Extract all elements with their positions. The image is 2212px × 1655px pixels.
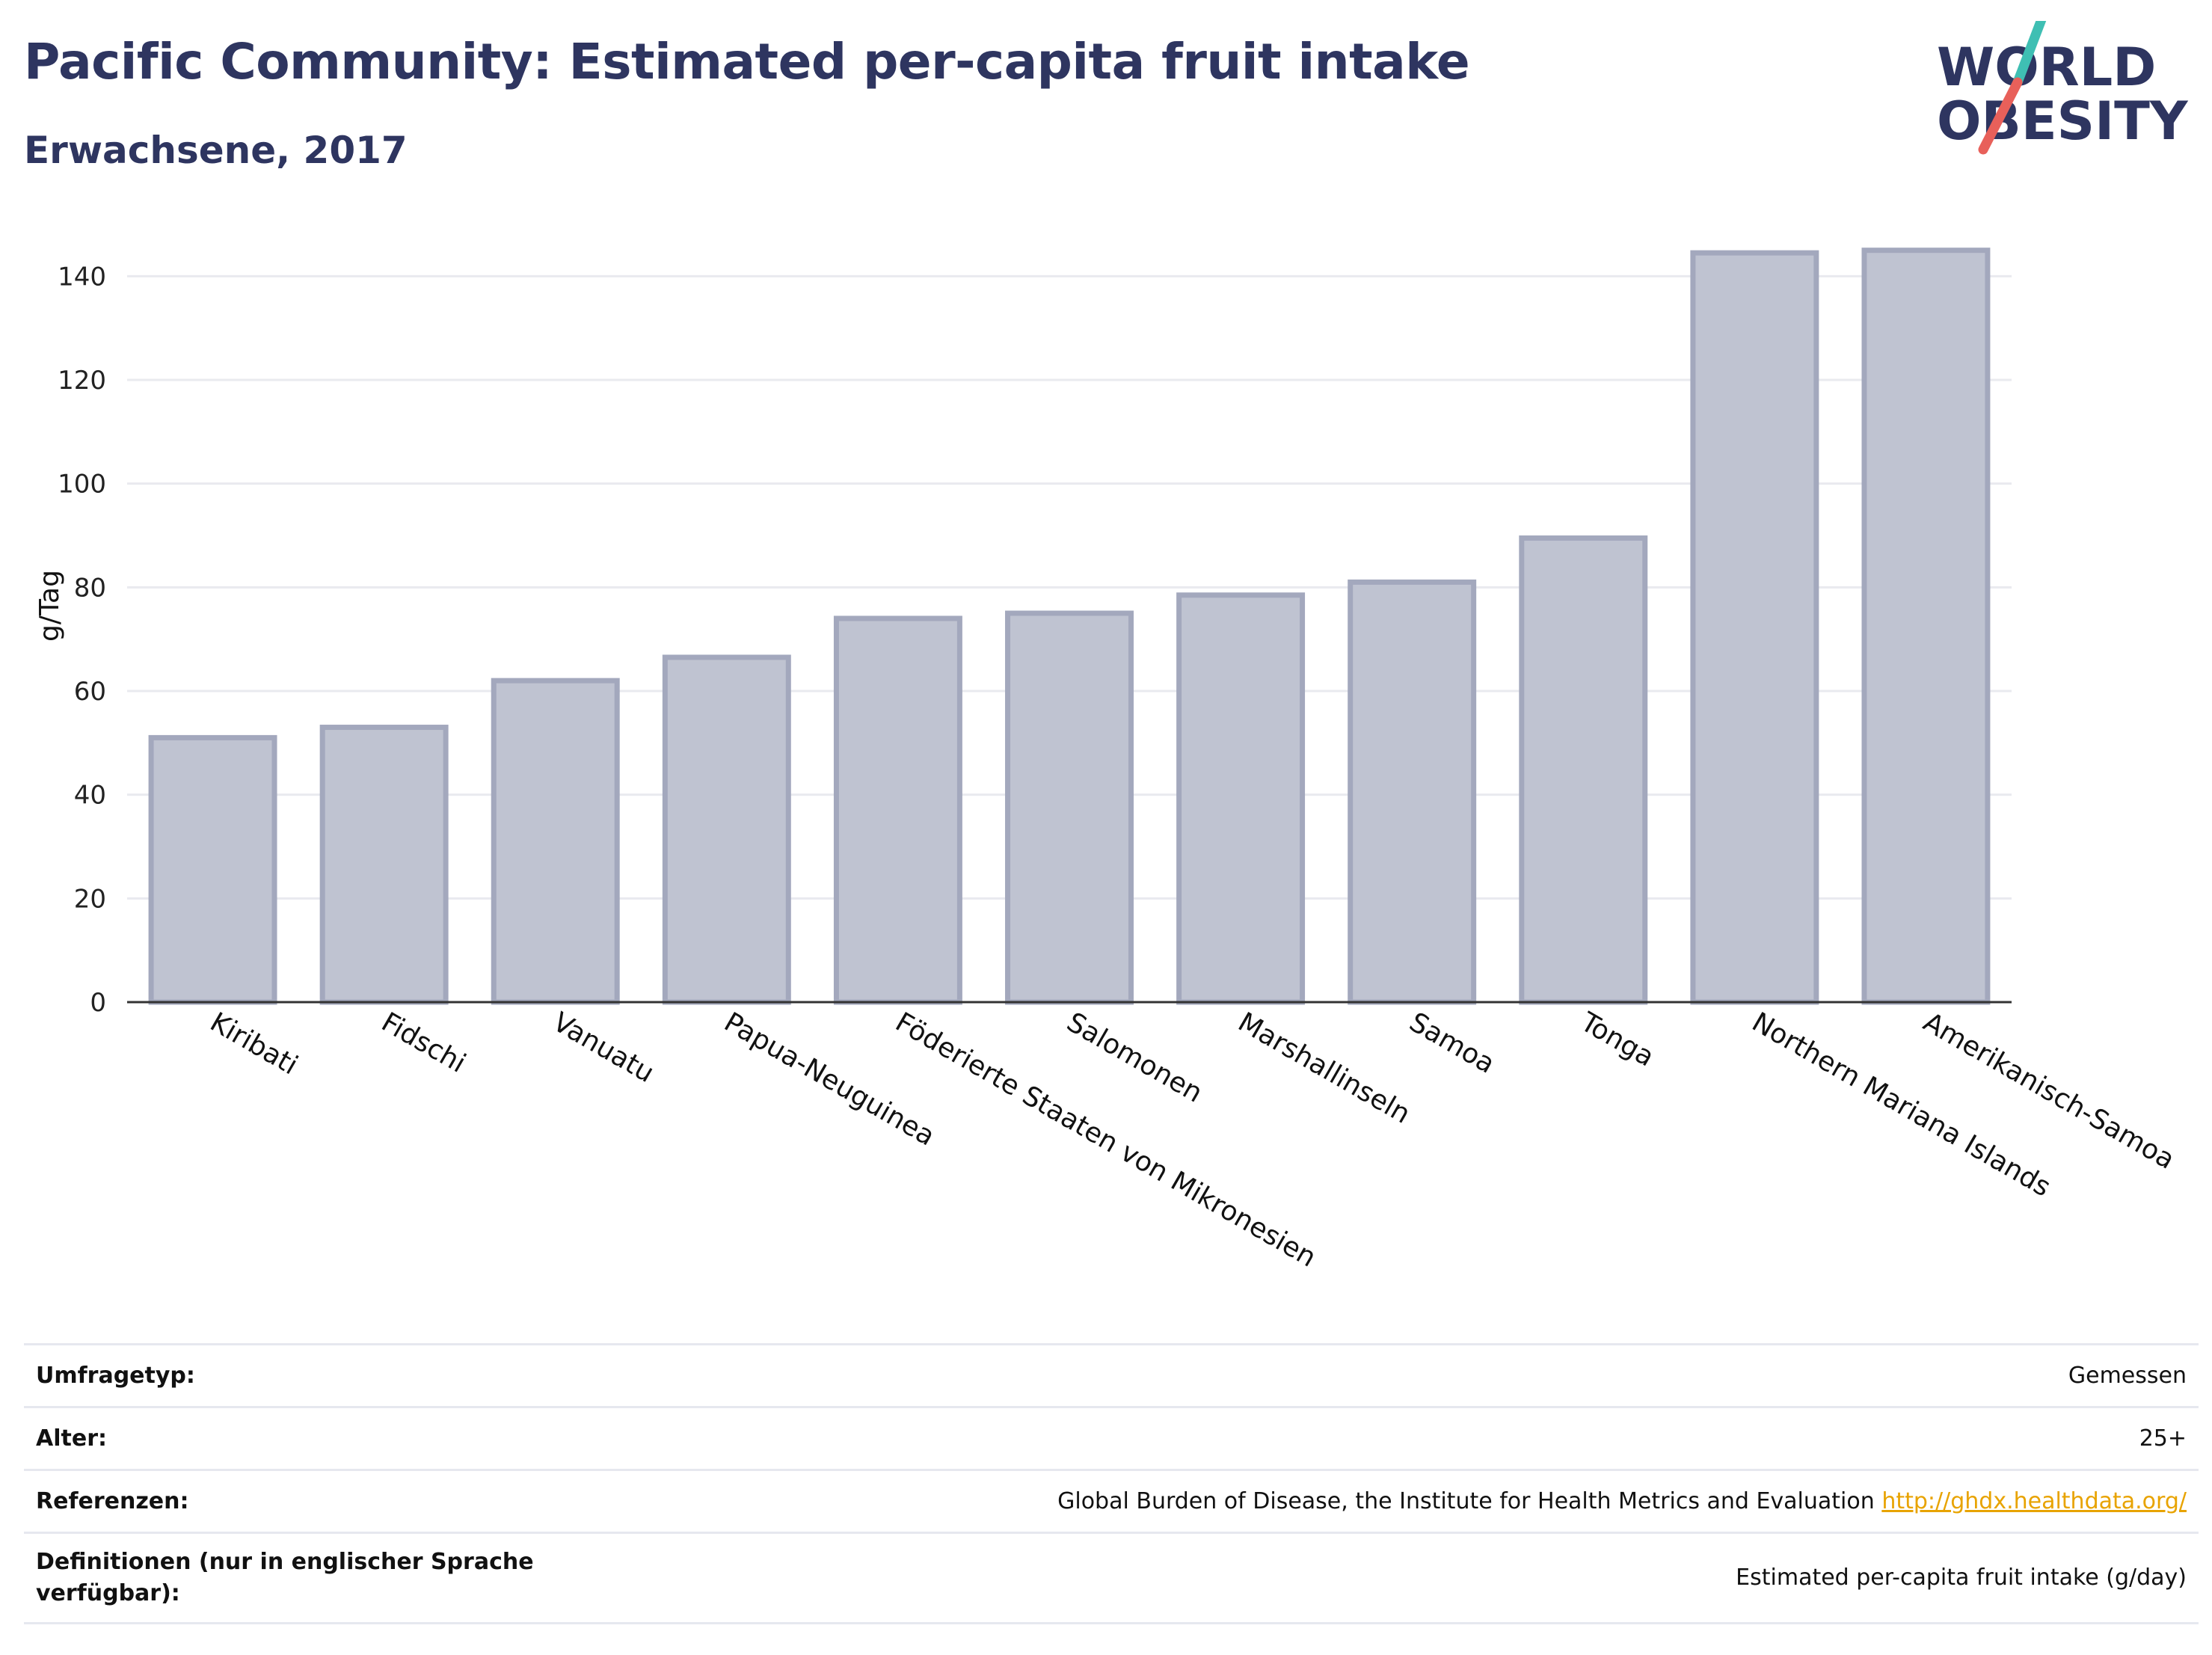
y-tick-label: 40 — [74, 781, 106, 811]
logo-slash-bottom — [1978, 77, 2023, 155]
bar — [148, 734, 277, 1005]
bar — [662, 654, 791, 1005]
x-tick-label: Northern Mariana Islands — [1747, 1007, 2056, 1203]
bar — [1005, 610, 1134, 1005]
meta-row-definitions: Definitionen (nur in englischer Sprache … — [24, 1532, 2199, 1624]
bar — [1519, 535, 1648, 1005]
y-tick-label: 100 — [58, 470, 106, 500]
meta-key: Referenzen: — [36, 1487, 189, 1514]
x-tick-label: Marshallinseln — [1233, 1007, 1416, 1130]
x-tick-label: Vanuatu — [547, 1007, 659, 1089]
logo-text-world: WORLD — [1937, 37, 2156, 98]
x-tick-label: Kiribati — [205, 1007, 303, 1081]
bar — [1690, 250, 1819, 1005]
meta-value: Gemessen — [2068, 1362, 2187, 1389]
chart-subtitle: Erwachsene, 2017 — [24, 129, 408, 172]
world-obesity-logo: WORLD OBESITY — [1937, 21, 2189, 155]
logo-text-obesity: OBESITY — [1937, 90, 2189, 152]
logo-slash-top — [2012, 21, 2047, 87]
bar — [1348, 579, 1477, 1005]
bar — [319, 725, 449, 1005]
axes: 0 20 40 60 80 100 120 140 — [58, 262, 2012, 1018]
x-tick-label: Tonga — [1575, 1007, 1659, 1073]
reference-link[interactable]: http://ghdx.healthdata.org/ — [1881, 1487, 2187, 1514]
reference-text: Global Burden of Disease, the Institute … — [1057, 1487, 1875, 1514]
meta-value: Global Burden of Disease, the Institute … — [1057, 1486, 2187, 1517]
bar — [1861, 248, 1991, 1005]
category-labels: Kiribati Fidschi Vanuatu Papua-NeuguineaFöd… — [205, 1007, 2180, 1274]
y-tick-label: 60 — [74, 677, 106, 707]
y-tick-label: 20 — [74, 884, 106, 914]
bar — [833, 615, 962, 1005]
y-tick-label: 120 — [58, 366, 106, 396]
y-axis-label: g/Tag — [34, 570, 65, 642]
meta-row-references: Referenzen: Global Burden of Disease, th… — [24, 1469, 2199, 1532]
y-tick-label: 0 — [90, 988, 106, 1018]
meta-key: Alter: — [36, 1425, 107, 1452]
meta-key: Umfragetyp: — [36, 1362, 195, 1389]
meta-row-survey-type: Umfragetyp: Gemessen — [24, 1343, 2199, 1406]
bar — [491, 678, 620, 1005]
metadata-table: Umfragetyp: Gemessen Alter: 25+ Referenz… — [24, 1343, 2199, 1624]
y-tick-label: 80 — [74, 573, 106, 603]
bars — [148, 248, 1991, 1005]
y-tick-label: 140 — [58, 262, 106, 292]
meta-key: Definitionen (nur in englischer Sprache … — [36, 1549, 534, 1606]
bar — [1176, 592, 1306, 1005]
bar-chart: 0 20 40 60 80 100 120 140 Kiribati Fidschi Vanuat… — [34, 248, 2180, 1274]
x-tick-label: Salomonen — [1062, 1007, 1208, 1108]
meta-value: 25+ — [2139, 1425, 2187, 1452]
x-tick-label: Samoa — [1404, 1007, 1500, 1080]
x-tick-label: Fidschi — [376, 1007, 470, 1079]
meta-row-age: Alter: 25+ — [24, 1406, 2199, 1469]
meta-value: Estimated per-capita fruit intake (g/day… — [1736, 1565, 2187, 1591]
chart-title: Pacific Community: Estimated per-capita … — [24, 33, 1470, 90]
